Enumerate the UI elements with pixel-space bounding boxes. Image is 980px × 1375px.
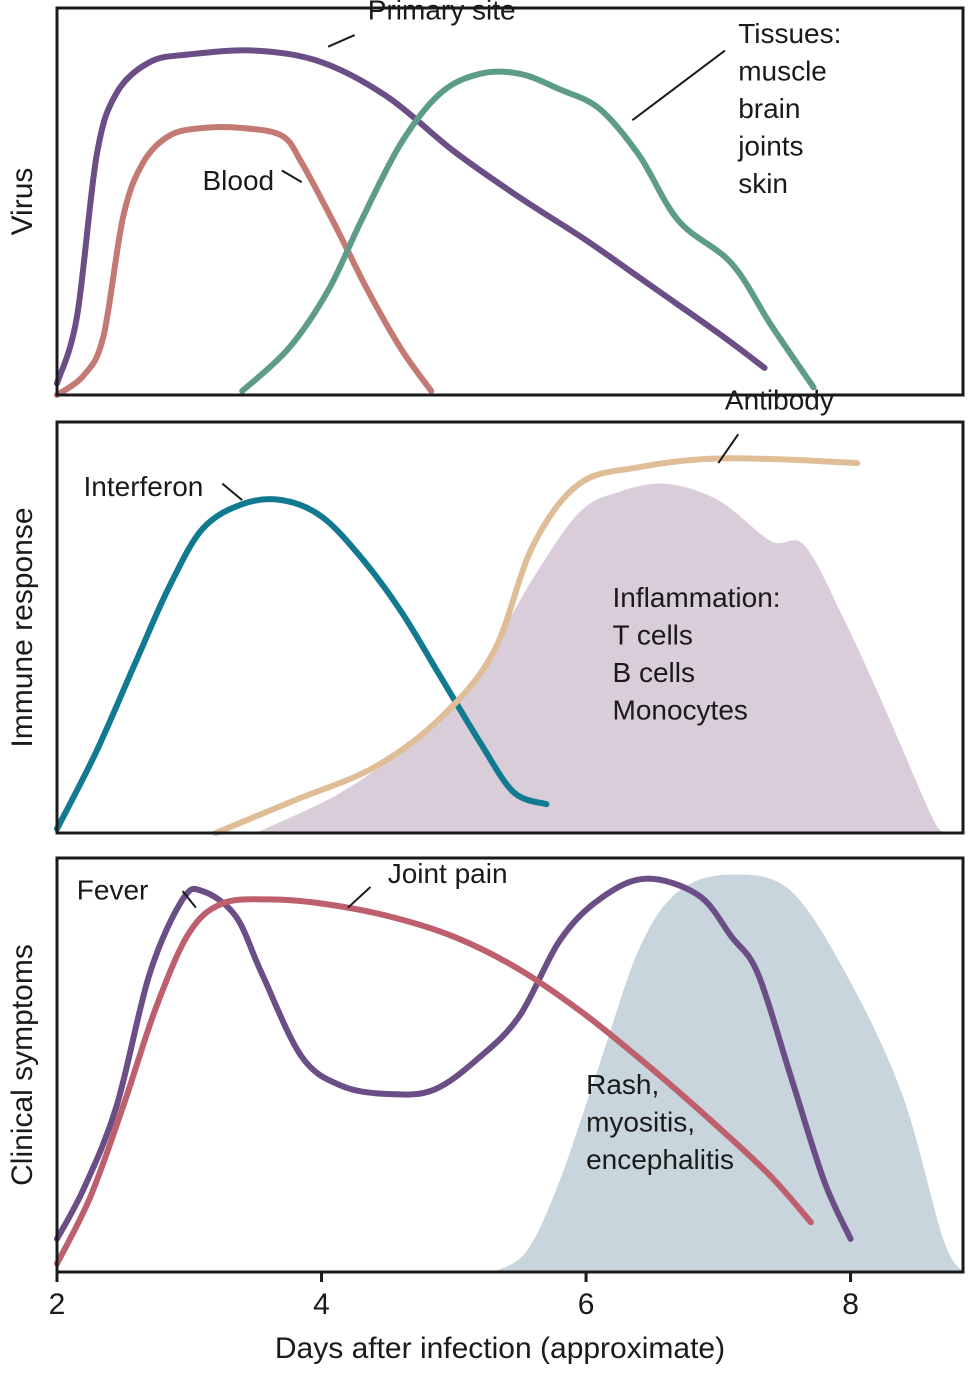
tissues-label: joints <box>737 130 803 161</box>
tissues-label: skin <box>738 168 788 199</box>
immune-response-panel: Interferon Antibody Inflammation: T cells B … <box>6 385 965 836</box>
antibody-line <box>212 455 861 836</box>
primary-site-line <box>54 47 768 387</box>
antibody-label: Antibody <box>725 385 834 416</box>
primary-site-leader-line <box>327 34 355 48</box>
clinical-symptoms-panel: Fever Joint pain Rash, myositis, encephaliti… <box>6 856 965 1274</box>
rash-label: encephalitis <box>586 1144 734 1175</box>
rash-area <box>493 874 963 1272</box>
fever-leader-line <box>181 890 197 909</box>
joint-pain-label: Joint pain <box>388 858 508 889</box>
x-axis: Days after infection (approximate) 2 4 6 8 <box>49 1272 859 1365</box>
inflammation-label: Monocytes <box>613 695 748 726</box>
symptoms-y-axis-label: Clinical symptoms <box>6 944 39 1186</box>
inflammation-label: Inflammation: <box>613 582 781 613</box>
tissues-label: brain <box>738 93 800 124</box>
tissues-line <box>239 68 817 395</box>
x-tick-label: 4 <box>313 1288 330 1321</box>
x-tick-label: 8 <box>842 1288 859 1321</box>
blood-leader-line <box>281 169 303 184</box>
virus-frame <box>55 6 965 397</box>
immune-y-axis-label: Immune response <box>6 507 39 747</box>
joint-pain-line <box>54 896 814 1267</box>
x-tick-label: 6 <box>578 1288 595 1321</box>
interferon-leader-line <box>221 482 243 501</box>
interferon-line <box>54 496 550 832</box>
virus-panel: Primary site Blood Tissues: muscle brain join… <box>6 0 965 398</box>
x-tick-label: 2 <box>49 1288 66 1321</box>
inflammation-label: B cells <box>613 657 695 688</box>
tissues-label: Tissues: <box>738 18 841 49</box>
interferon-label: Interferon <box>84 471 204 502</box>
antibody-leader-line <box>717 433 739 464</box>
joint-pain-leader-line <box>347 886 372 909</box>
virus-y-axis-label: Virus <box>6 168 39 236</box>
inflammation-label: T cells <box>613 620 693 651</box>
symptoms-frame <box>55 856 965 1274</box>
tissues-label: muscle <box>738 55 827 86</box>
blood-label: Blood <box>203 165 275 196</box>
tissues-leader-line <box>631 49 726 122</box>
blood-line <box>54 124 435 398</box>
primary-site-label: Primary site <box>368 0 516 26</box>
rash-label: Rash, <box>586 1069 659 1100</box>
rash-label: myositis, <box>586 1107 695 1138</box>
immune-frame <box>55 420 965 835</box>
fever-label: Fever <box>77 874 149 905</box>
inflammation-area <box>255 483 944 833</box>
fever-line <box>54 875 854 1242</box>
x-axis-label: Days after infection (approximate) <box>275 1332 725 1365</box>
